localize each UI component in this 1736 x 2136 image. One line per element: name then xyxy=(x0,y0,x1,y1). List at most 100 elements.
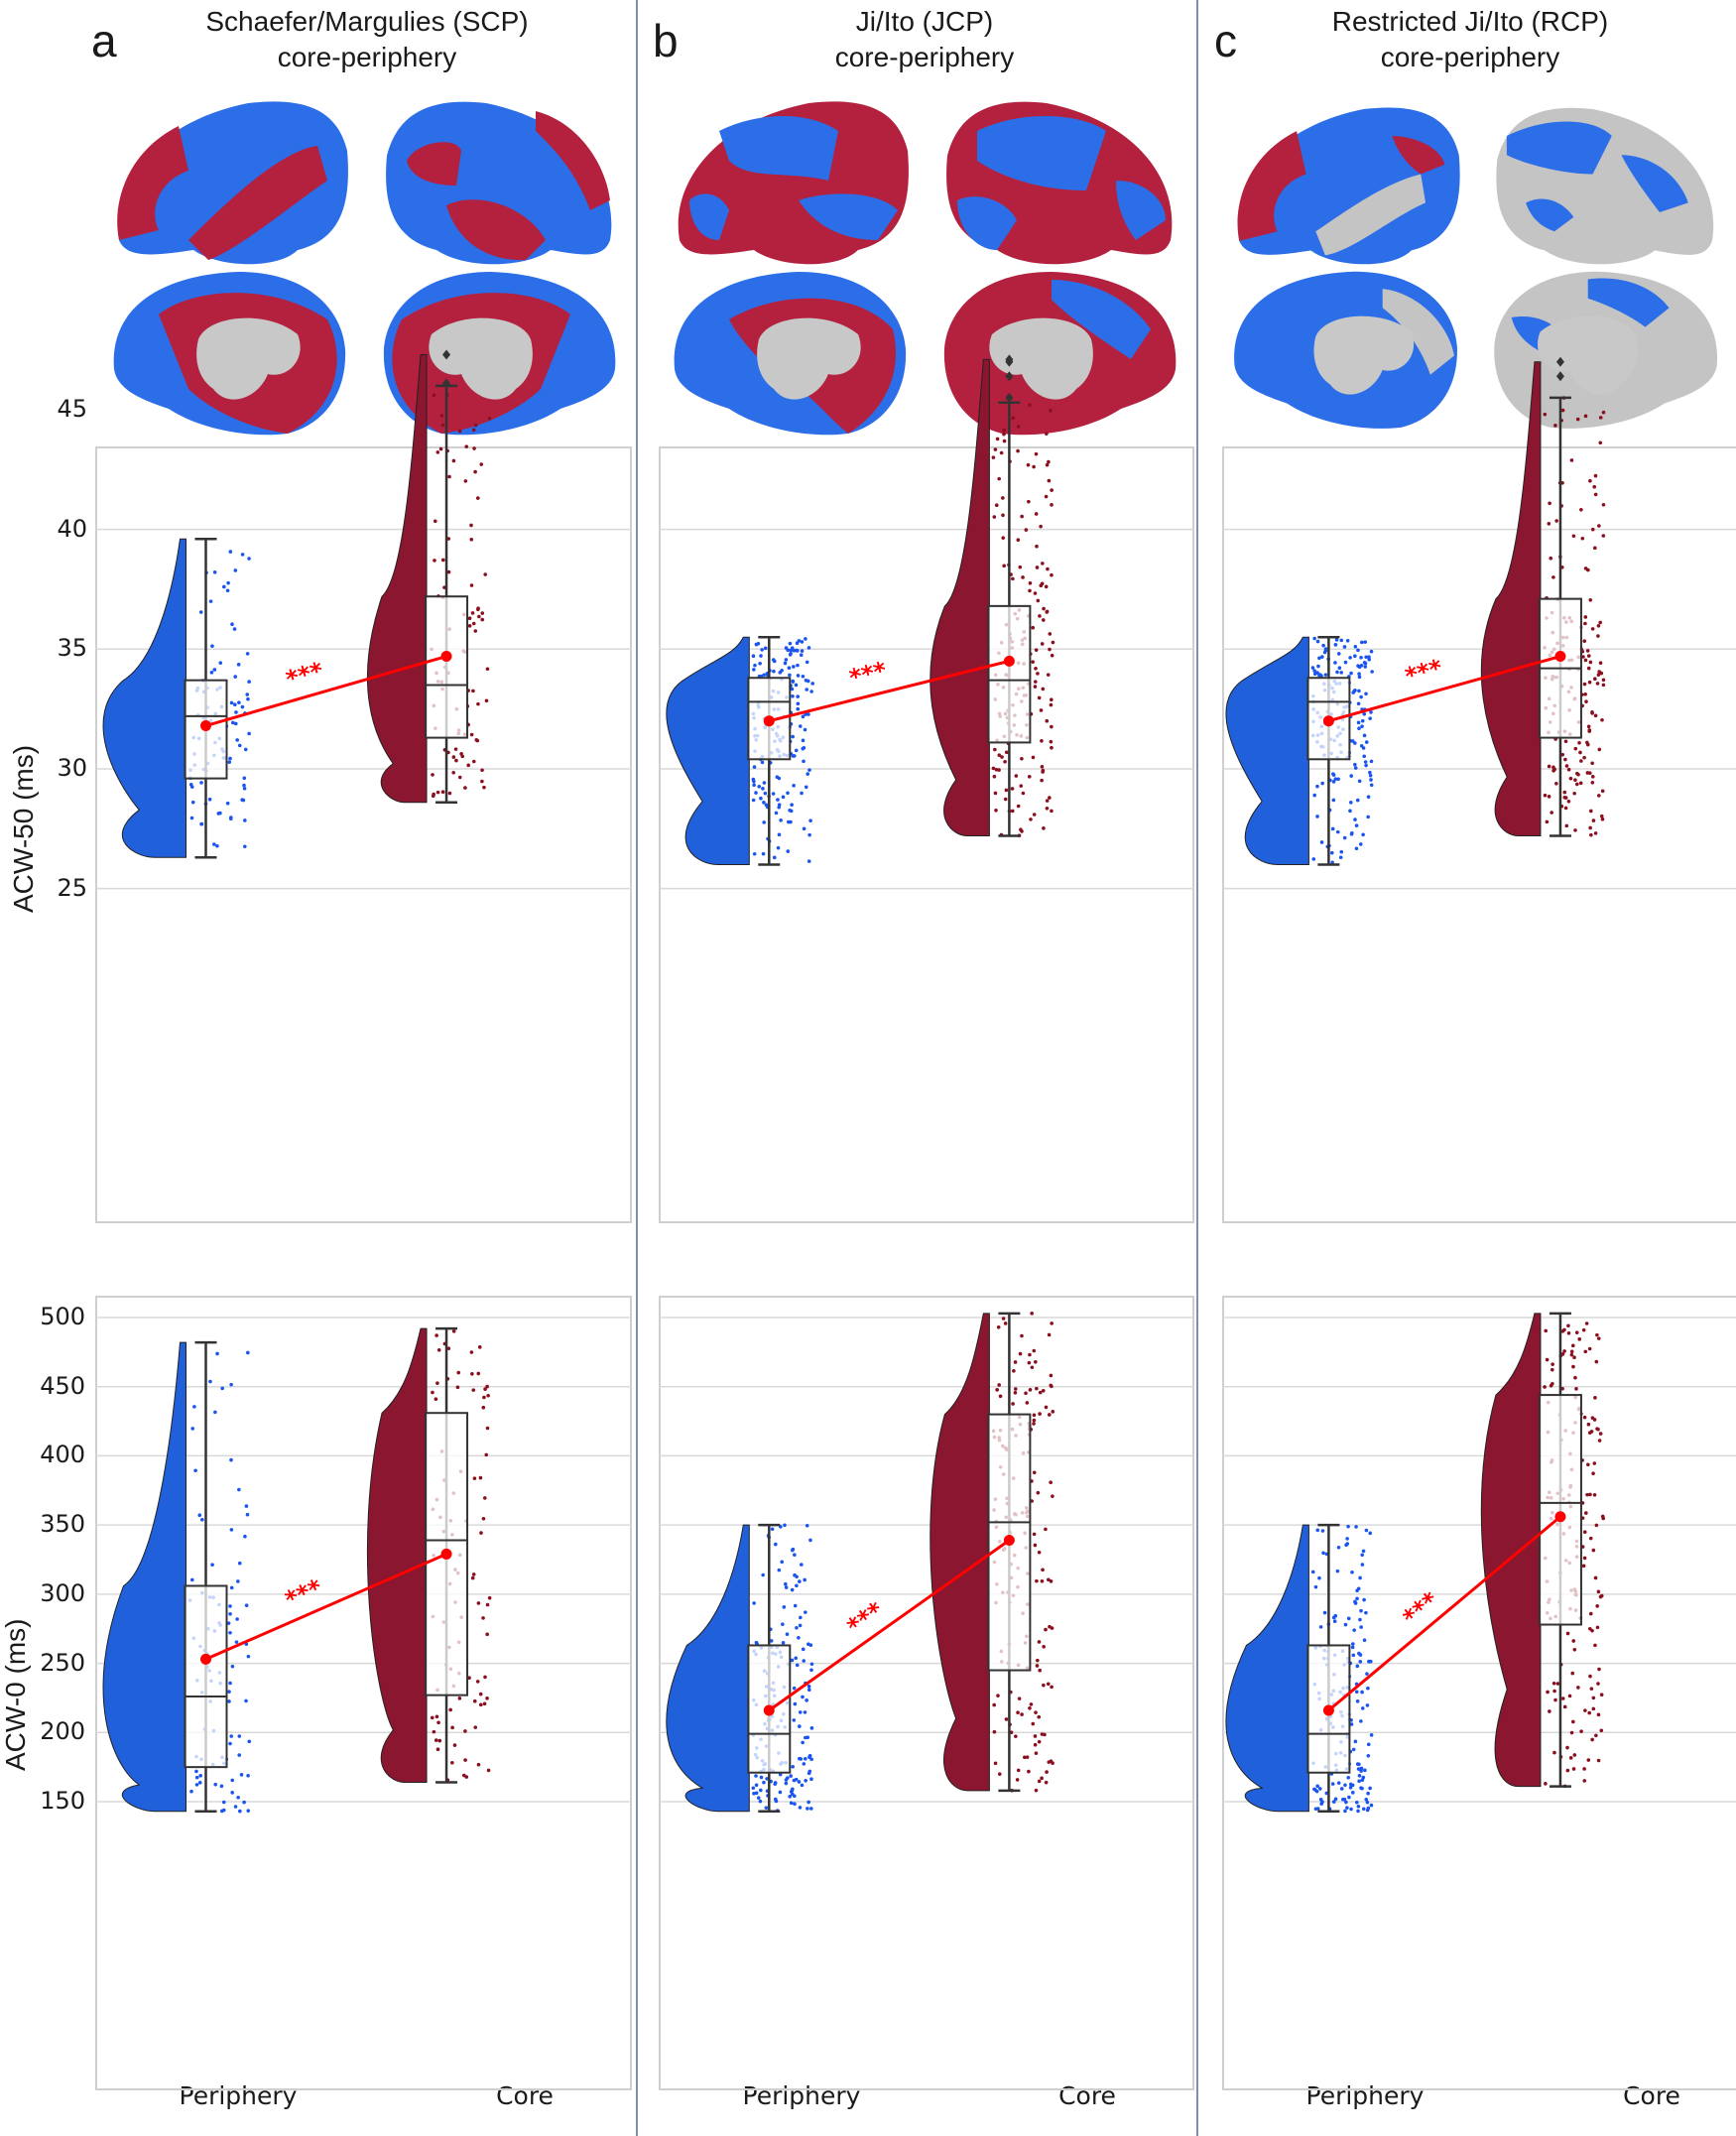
data-point xyxy=(1358,842,1363,846)
data-point xyxy=(800,791,804,796)
data-point xyxy=(451,458,456,463)
data-point xyxy=(1039,583,1044,588)
data-point xyxy=(230,1778,235,1783)
data-point xyxy=(1598,1432,1603,1436)
data-point xyxy=(459,751,463,756)
data-point xyxy=(1353,762,1357,767)
data-point xyxy=(1359,1608,1363,1613)
data-point xyxy=(237,1753,241,1757)
data-point xyxy=(1599,1693,1604,1697)
data-point xyxy=(1357,1779,1361,1784)
data-point xyxy=(1333,1613,1338,1618)
data-point xyxy=(1037,1640,1042,1644)
data-point xyxy=(754,642,759,647)
data-point xyxy=(1342,645,1347,649)
data-point xyxy=(778,671,783,675)
data-point xyxy=(1040,1578,1045,1583)
data-point xyxy=(994,809,998,813)
data-point xyxy=(1020,1333,1024,1338)
outlier-marker xyxy=(1555,356,1564,367)
data-point xyxy=(1024,528,1029,532)
data-point xyxy=(752,1791,756,1796)
data-point xyxy=(1049,1480,1053,1484)
data-point xyxy=(1582,1767,1586,1771)
significance-label: *** xyxy=(283,657,326,693)
data-point xyxy=(784,646,789,650)
data-point xyxy=(448,1707,452,1712)
panel-letter-b: b xyxy=(653,15,679,66)
data-point xyxy=(1335,1569,1340,1573)
data-point xyxy=(1579,507,1583,512)
data-point xyxy=(1035,1664,1040,1668)
data-point xyxy=(1311,857,1316,861)
data-point xyxy=(461,1773,466,1778)
xtick-periphery-a: Periphery xyxy=(179,2081,298,2110)
data-point xyxy=(1567,1694,1572,1698)
data-point xyxy=(992,515,997,519)
data-point xyxy=(1047,1760,1052,1764)
data-point xyxy=(456,1370,461,1375)
data-point xyxy=(774,811,779,816)
data-point xyxy=(476,1601,481,1605)
data-point xyxy=(1016,425,1021,429)
data-point xyxy=(804,785,808,790)
data-point xyxy=(1334,638,1339,642)
plot-frame xyxy=(659,446,1194,1223)
data-point xyxy=(471,1572,476,1576)
data-point xyxy=(1333,777,1338,782)
data-point xyxy=(434,1714,439,1719)
data-point xyxy=(1357,726,1361,731)
data-point xyxy=(1352,689,1356,693)
data-point xyxy=(1550,811,1553,815)
data-point xyxy=(1048,647,1052,652)
data-point xyxy=(794,748,799,753)
data-point xyxy=(1350,1570,1354,1574)
top-y-tick: 40 xyxy=(57,514,87,543)
data-point xyxy=(464,444,469,448)
data-point xyxy=(1365,1703,1370,1707)
data-point xyxy=(1351,1653,1356,1658)
brain-medial-left-icon xyxy=(1234,271,1457,429)
data-point xyxy=(242,786,247,791)
data-point xyxy=(760,648,764,652)
data-point xyxy=(1339,849,1344,854)
data-point xyxy=(1346,1775,1351,1780)
data-point xyxy=(229,1457,233,1462)
data-point xyxy=(793,1701,798,1706)
data-point xyxy=(440,790,445,795)
data-point xyxy=(1590,1737,1594,1742)
data-point xyxy=(1028,1705,1032,1710)
data-point xyxy=(1562,1349,1566,1353)
data-point xyxy=(225,588,230,593)
data-point xyxy=(1040,642,1045,646)
data-point xyxy=(1566,1323,1570,1328)
data-point xyxy=(1583,691,1587,696)
data-point xyxy=(1312,793,1316,798)
data-point xyxy=(1363,665,1368,669)
data-point xyxy=(1356,664,1360,668)
data-point xyxy=(1582,755,1586,760)
data-point xyxy=(1042,1683,1046,1688)
data-point xyxy=(809,690,813,693)
data-point xyxy=(1579,759,1583,763)
data-point xyxy=(806,1807,809,1811)
data-point xyxy=(1590,627,1595,631)
data-point xyxy=(1027,499,1031,504)
significance-label: *** xyxy=(846,656,890,691)
data-point xyxy=(1361,1807,1366,1812)
data-point xyxy=(751,777,756,782)
data-point xyxy=(806,1800,810,1805)
mean-marker xyxy=(440,1548,452,1560)
data-point xyxy=(1349,1722,1354,1726)
data-point xyxy=(752,851,757,856)
data-point xyxy=(1563,739,1568,744)
data-point xyxy=(189,785,194,789)
data-point xyxy=(1565,1768,1570,1773)
data-point xyxy=(471,759,476,764)
data-point xyxy=(1583,1349,1588,1354)
data-point xyxy=(1368,1659,1373,1664)
data-point xyxy=(1038,1390,1043,1395)
data-point xyxy=(1045,799,1050,803)
data-point xyxy=(997,476,1001,481)
data-point xyxy=(752,783,756,788)
